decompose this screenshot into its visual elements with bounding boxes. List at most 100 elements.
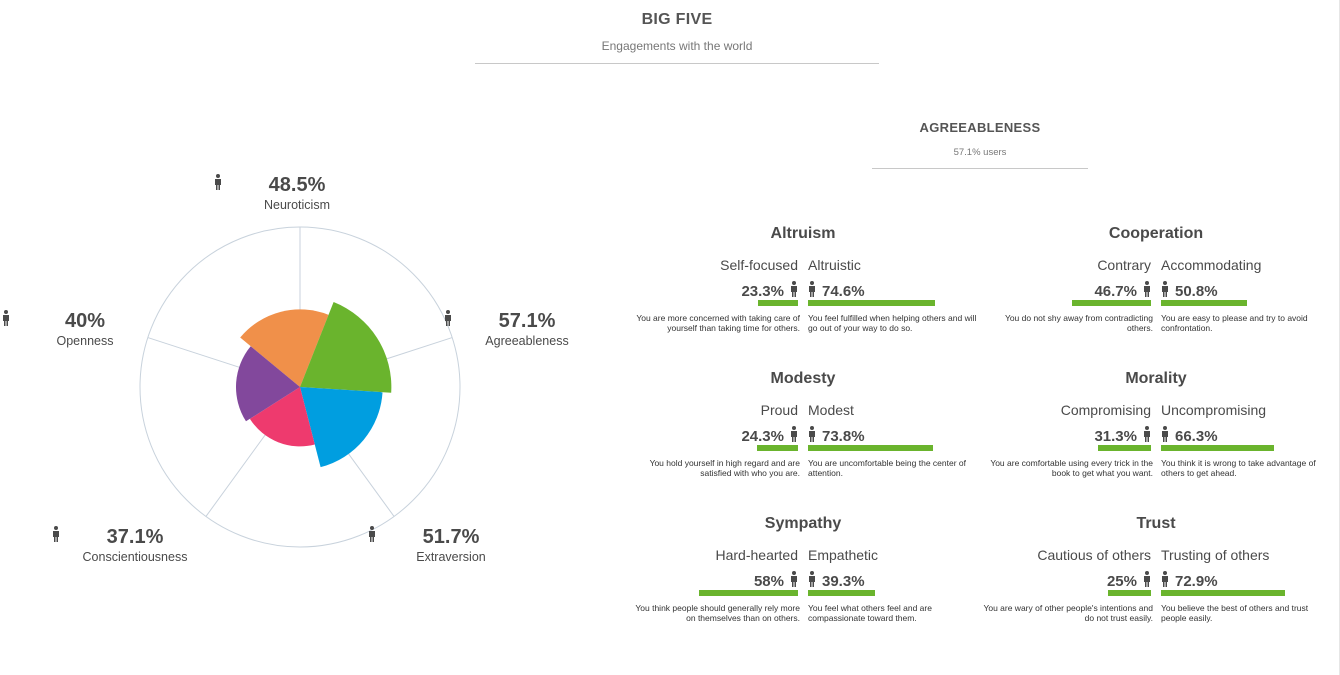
facet-left-description: You think people should generally rely m…	[635, 603, 800, 623]
slice-neuroticism[interactable]	[240, 309, 329, 387]
trait-name: Conscientiousness	[82, 550, 188, 564]
facet-title: Altruism	[770, 225, 836, 242]
trait-label-agreeableness: 57.1% Agreeableness	[442, 310, 612, 348]
facet-right-percent: 73.8%	[808, 426, 865, 445]
facet-right-bar	[1161, 590, 1285, 596]
polar-area-chart	[139, 226, 461, 548]
person-icon	[369, 526, 375, 542]
facet-right-label: Modest	[808, 402, 854, 418]
facet-trust: Trust Cautious of others Trusting of other…	[983, 515, 1326, 635]
person-icon	[1144, 281, 1150, 297]
facet-morality: Morality Compromising Uncompromising 31.3% 6…	[986, 370, 1326, 490]
facet-right-bar	[808, 590, 875, 596]
facet-left-label: Compromising	[1060, 402, 1151, 418]
big-five-chart: 48.5% Neuroticism 57.1% Agreeableness 51.7% E…	[0, 150, 610, 590]
facet-left-bar	[1108, 590, 1151, 596]
facet-left-percent-value: 24.3%	[741, 428, 784, 445]
person-icon	[3, 310, 9, 326]
facet-left-label: Proud	[760, 402, 798, 418]
facet-left-percent-value: 46.7%	[1094, 283, 1137, 300]
person-icon	[1162, 426, 1168, 442]
facet-right-percent: 50.8%	[1161, 281, 1218, 300]
facet-left-percent: 58%	[754, 571, 798, 590]
facet-right-description: You are easy to please and try to avoid …	[1161, 313, 1308, 333]
facet-left-label: Cautious of others	[1037, 547, 1151, 563]
facet-right-bar	[808, 300, 935, 306]
facet-right-label: Accommodating	[1161, 257, 1262, 273]
facet-right-label: Trusting of others	[1161, 547, 1270, 563]
facet-left-label: Self-focused	[720, 257, 798, 273]
trait-percent: 51.7%	[422, 526, 480, 548]
trait-label-extraversion: 51.7% Extraversion	[366, 526, 536, 564]
page-title: BIG FIVE	[641, 11, 713, 28]
slice-openness[interactable]	[236, 346, 300, 422]
facet-left-description: You do not shy away from contradicting o…	[1004, 313, 1153, 333]
facet-left-percent-value: 25%	[1106, 573, 1137, 590]
trait-label-openness: 40% Openness	[0, 310, 170, 348]
facet-title: Morality	[1125, 370, 1187, 387]
slice-agreeableness[interactable]	[300, 302, 392, 393]
facet-left-label: Hard-hearted	[715, 547, 799, 563]
facet-right-description: You feel fulfilled when helping others a…	[808, 313, 977, 333]
person-icon	[791, 426, 797, 442]
facet-cooperation: Cooperation Contrary Accommodating 46.7% 50.…	[986, 225, 1326, 345]
trait-name: Extraversion	[416, 550, 486, 564]
facet-header-subtitle: 57.1% users	[953, 147, 1007, 158]
facet-right-percent: 66.3%	[1161, 426, 1218, 445]
facet-right-percent-value: 66.3%	[1175, 428, 1218, 445]
facet-right-percent-value: 74.6%	[822, 283, 865, 300]
facet-left-percent-value: 23.3%	[741, 283, 784, 300]
slice-extraversion[interactable]	[300, 387, 383, 468]
trait-label-neuroticism: 48.5% Neuroticism	[212, 174, 382, 212]
facet-left-percent: 46.7%	[1094, 281, 1151, 300]
person-icon	[1144, 571, 1150, 587]
trait-percent: 40%	[64, 310, 106, 332]
person-icon	[1162, 281, 1168, 297]
facet-right-percent-value: 50.8%	[1175, 283, 1218, 300]
facet-left-percent: 24.3%	[741, 426, 798, 445]
facet-left-bar	[1098, 445, 1151, 451]
trait-percent: 37.1%	[106, 526, 164, 548]
facet-left-label: Contrary	[1097, 257, 1151, 273]
trait-percent: 57.1%	[498, 310, 556, 332]
trait-name: Neuroticism	[264, 198, 330, 212]
facet-left-percent: 23.3%	[741, 281, 798, 300]
facet-left-bar	[758, 300, 798, 306]
trait-percent: 48.5%	[268, 174, 326, 196]
facet-right-label: Uncompromising	[1161, 402, 1267, 418]
person-icon	[445, 310, 451, 326]
facet-right-description: You think it is wrong to take advantage …	[1161, 458, 1316, 478]
facet-modesty: Modesty Proud Modest 24.3% 73.8% You hold you…	[633, 370, 973, 490]
person-icon	[1144, 426, 1150, 442]
facet-header: AGREEABLENESS 57.1% users	[872, 108, 1088, 169]
facet-left-bar	[699, 590, 798, 596]
facet-left-description: You hold yourself in high regard and are…	[649, 458, 800, 478]
page-subtitle: Engagements with the world	[601, 39, 753, 53]
facet-right-bar	[1161, 445, 1274, 451]
facet-title: Sympathy	[764, 515, 842, 532]
facet-left-bar	[757, 445, 798, 451]
trait-label-conscientiousness: 37.1% Conscientiousness	[50, 526, 220, 564]
facet-left-percent: 31.3%	[1094, 426, 1151, 445]
facet-title: Cooperation	[1108, 225, 1204, 242]
person-icon	[53, 526, 59, 542]
facet-sympathy: Sympathy Hard-hearted Empathetic 58% 39.3% Yo…	[633, 515, 973, 635]
facet-right-percent-value: 73.8%	[822, 428, 865, 445]
facet-header-title: AGREEABLENESS	[919, 120, 1041, 135]
person-icon	[215, 174, 221, 190]
facet-left-percent: 25%	[1107, 571, 1151, 590]
facet-right-label: Altruistic	[808, 257, 861, 273]
person-icon	[791, 571, 797, 587]
person-icon	[809, 426, 815, 442]
facet-left-description: You are wary of other people's intention…	[983, 603, 1153, 623]
facet-left-percent-value: 31.3%	[1094, 428, 1137, 445]
facet-right-percent: 39.3%	[808, 571, 865, 590]
page-header: BIG FIVE Engagements with the world	[475, 0, 879, 64]
slice-conscientiousness[interactable]	[249, 387, 315, 447]
person-icon	[791, 281, 797, 297]
facet-left-description: You are comfortable using every trick in…	[990, 458, 1153, 478]
facet-altruism: Altruism Self-focused Altruistic 23.3% 74.6%…	[633, 225, 976, 345]
facet-left-percent-value: 58%	[753, 573, 784, 590]
facet-right-percent-value: 39.3%	[822, 573, 865, 590]
facet-right-description: You feel what others feel and are compas…	[808, 603, 932, 623]
